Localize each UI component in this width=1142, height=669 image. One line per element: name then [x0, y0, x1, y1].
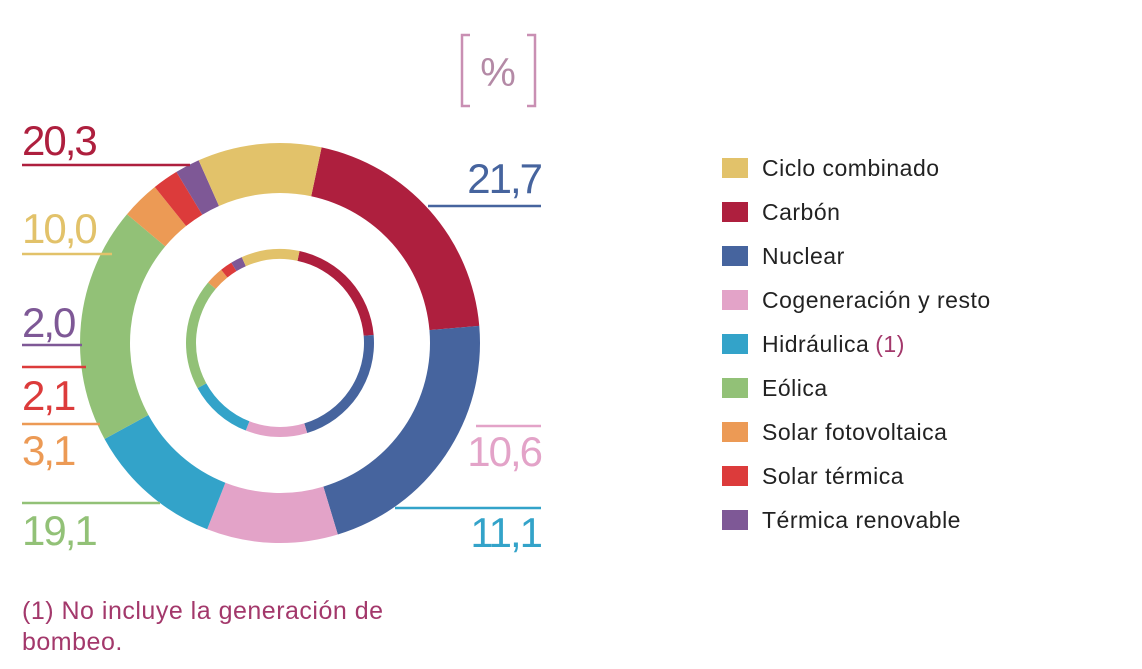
footnote: (1) No incluye la generación de bombeo. [22, 597, 384, 656]
legend-swatch [722, 202, 748, 222]
inner-segment-carbón [297, 251, 374, 336]
legend-swatch [722, 510, 748, 530]
value-label: 2,0 [22, 299, 75, 346]
value-label: 10,0 [22, 205, 96, 252]
value-labels: 20,3 21,7 10,6 11,1 19,1 3,1 2,1 2,0 10,0 [22, 117, 544, 556]
legend-item: Solar térmica [722, 454, 991, 498]
inner-segment-cogeneración-y-resto [245, 421, 308, 437]
outer-ring [80, 143, 481, 544]
legend: Ciclo combinado Carbón Nuclear Cogenerac… [722, 146, 991, 542]
legend-footnote-ref: (1) [875, 330, 905, 357]
outer-segment-hidráulica [104, 414, 226, 530]
legend-label: Solar térmica [762, 462, 904, 489]
legend-item: Solar fotovoltaica [722, 410, 991, 454]
unit-label: % [480, 51, 516, 95]
inner-segment-solar-térmica [221, 262, 237, 278]
legend-item: Térmica renovable [722, 498, 991, 542]
outer-segment-térmica-renovable [176, 160, 219, 215]
legend-label: Ciclo combinado [762, 154, 940, 181]
outer-segment-eólica [80, 214, 166, 439]
inner-segment-nuclear [304, 334, 375, 433]
legend-label: Solar fotovoltaica [762, 418, 948, 445]
legend-label: Nuclear [762, 242, 845, 269]
legend-swatch [722, 246, 748, 266]
legend-swatch [722, 290, 748, 310]
outer-segment-carbón [311, 147, 480, 331]
legend-item: Hidráulica (1) [722, 322, 991, 366]
outer-segment-cogeneración-y-resto [207, 482, 338, 544]
inner-segment-térmica-renovable [231, 257, 246, 272]
value-label: 20,3 [22, 117, 96, 164]
legend-item: Carbón [722, 190, 991, 234]
legend-label: Térmica renovable [762, 506, 961, 533]
inner-segment-solar-fotovoltaica [208, 269, 228, 289]
legend-label: Carbón [762, 198, 841, 225]
legend-swatch [722, 466, 748, 486]
value-label: 19,1 [22, 507, 96, 554]
legend-item: Ciclo combinado [722, 146, 991, 190]
outer-segment-solar-térmica [154, 171, 203, 227]
legend-label: Hidráulica [762, 330, 870, 357]
value-label: 10,6 [467, 428, 541, 475]
legend-item: Cogeneración y resto [722, 278, 991, 322]
inner-ring [185, 249, 375, 437]
inner-segment-eólica [185, 282, 216, 389]
legend-swatch [722, 422, 748, 442]
outer-segment-solar-fotovoltaica [126, 187, 187, 247]
value-label: 3,1 [22, 427, 75, 474]
value-label: 21,7 [467, 155, 541, 202]
legend-label: Cogeneración y resto [762, 286, 991, 313]
value-label: 11,1 [470, 509, 541, 556]
unit-indicator: % [460, 33, 537, 108]
inner-segment-ciclo-combinado [241, 249, 300, 267]
legend-label: Eólica [762, 374, 828, 401]
inner-segment-hidráulica [197, 383, 250, 431]
value-label: 2,1 [22, 372, 75, 419]
legend-swatch [722, 334, 748, 354]
legend-item: Nuclear [722, 234, 991, 278]
legend-swatch [722, 158, 748, 178]
outer-segment-nuclear [323, 325, 481, 535]
leader-lines [22, 163, 541, 510]
legend-item: Eólica [722, 366, 991, 410]
outer-segment-ciclo-combinado [198, 143, 322, 206]
legend-swatch [722, 378, 748, 398]
